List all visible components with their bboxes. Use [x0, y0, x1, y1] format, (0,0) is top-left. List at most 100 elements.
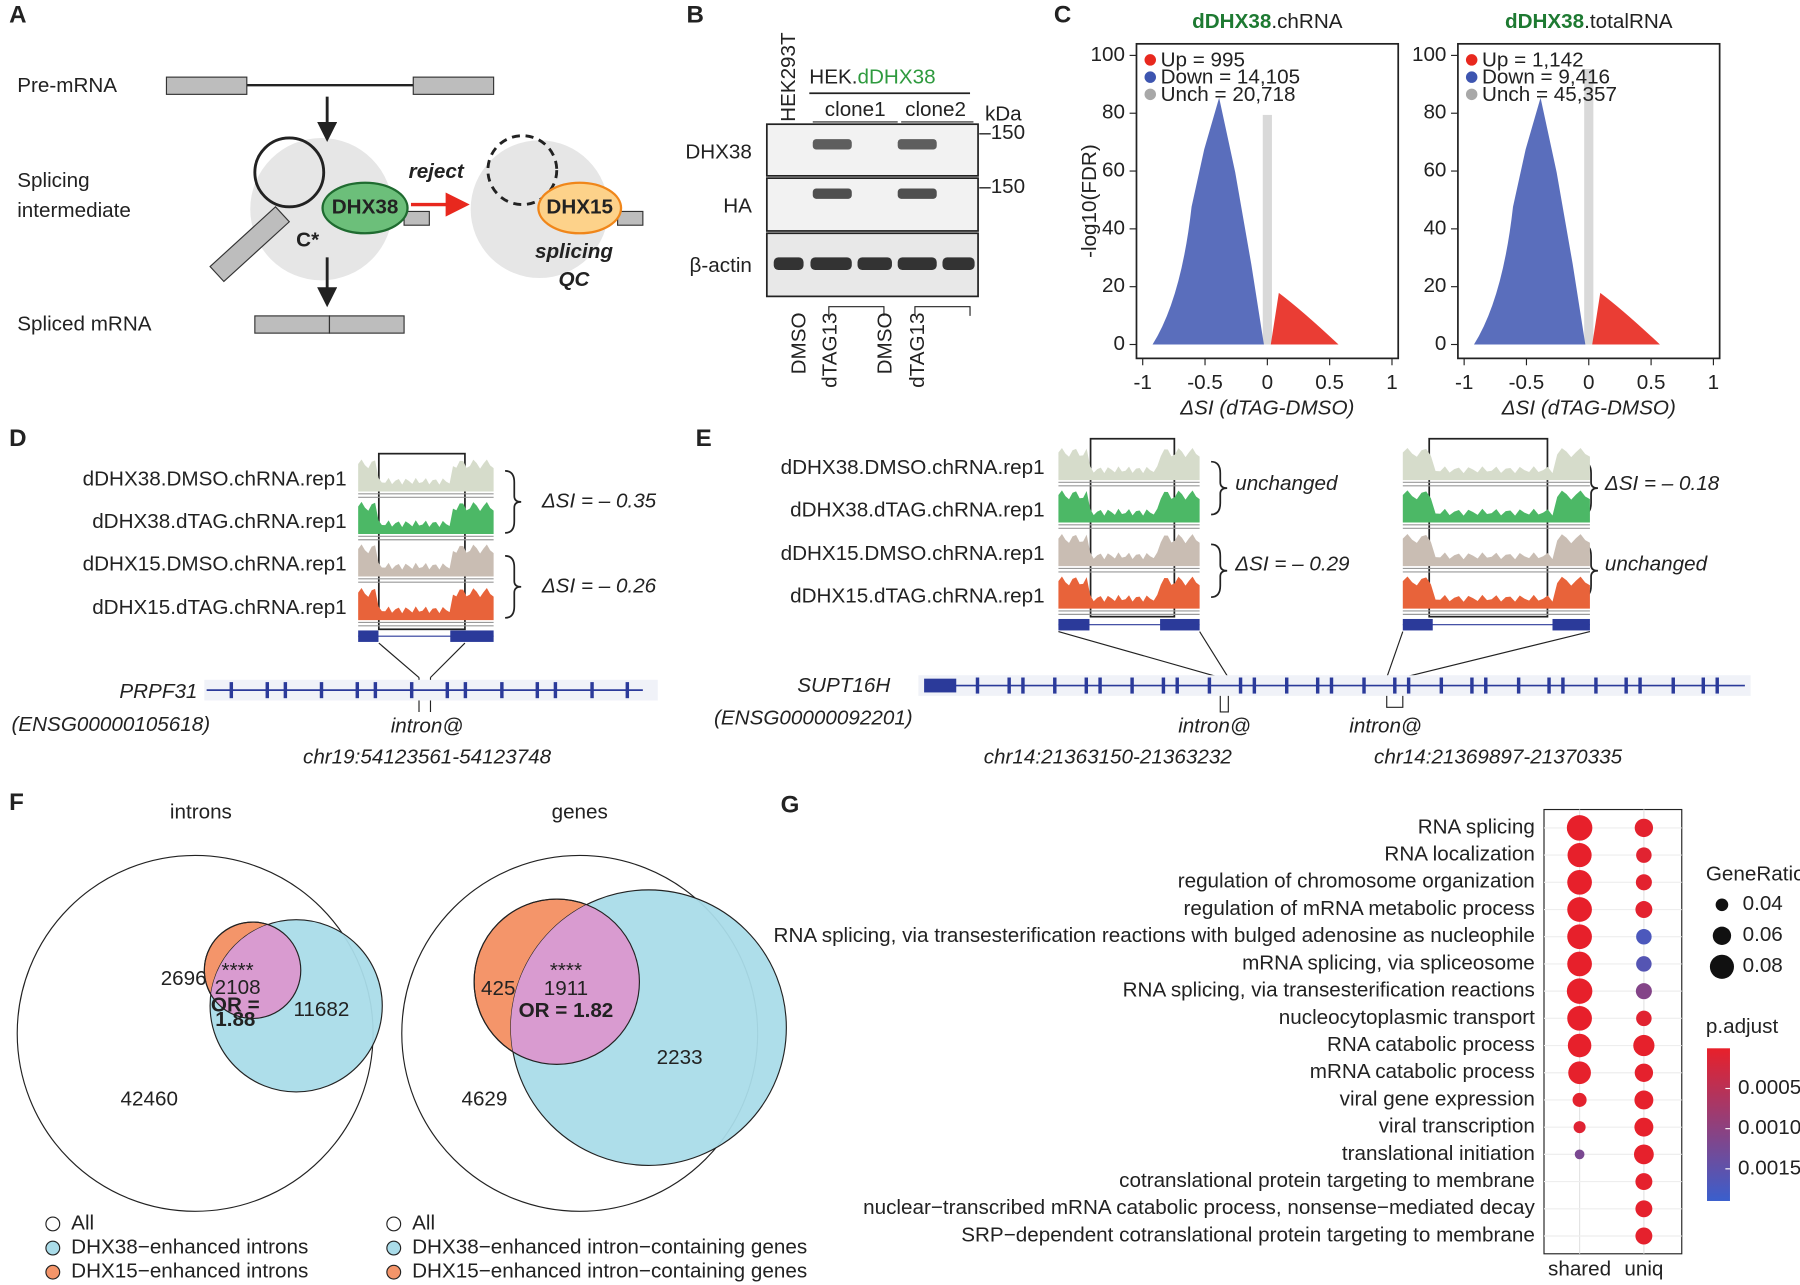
dot: [1635, 901, 1653, 918]
gene-exon: [1393, 677, 1397, 694]
exon: [617, 210, 644, 226]
legend-swatch: [45, 1240, 61, 1256]
y-tick-label: 60: [1423, 158, 1446, 181]
panel-f: F introns 2696 **** 2108 OR = 1.88 11682…: [9, 789, 807, 1282]
treatment-label: dTAG13: [906, 312, 929, 387]
gene-exon: [1715, 677, 1719, 694]
panel-d: D ΔSI = – 0.35 ΔSI = – 0.26 PRPF31 (ENSG…: [9, 425, 658, 768]
stage-label: Spliced mRNA: [17, 313, 152, 336]
legend-swatch: [1465, 54, 1478, 66]
exon: [403, 210, 430, 226]
legend-label: Unch = 45,357: [1482, 83, 1617, 106]
legend-swatch: [1465, 88, 1478, 101]
exon: [165, 76, 248, 95]
size-key-label: 0.08: [1743, 954, 1783, 977]
gene-exon: [1439, 677, 1444, 694]
colorbar-label: 0.0015: [1738, 1156, 1800, 1179]
gene-exon: [1315, 677, 1320, 694]
track-label: dDHX15.dTAG.chRNA.rep1: [790, 585, 1044, 608]
stage-label: Pre-mRNA: [17, 74, 117, 97]
title-rest: .chRNA: [1271, 11, 1342, 34]
venn-count: 1911: [544, 977, 588, 1000]
qc-label: splicing: [535, 240, 613, 263]
exon-model: [1402, 618, 1433, 631]
panel-label: E: [696, 425, 712, 452]
line-prefix: HEK.: [809, 66, 857, 89]
x-axis-label: ΔSI (dTAG-DMSO): [1501, 396, 1676, 419]
plot-title: dDHX38.totalRNA: [1505, 11, 1673, 34]
term-label: RNA localization: [1384, 843, 1534, 866]
legend-label: Down = 9,416: [1482, 66, 1610, 89]
term-label: mRNA catabolic process: [1310, 1060, 1535, 1083]
legend-swatch: [45, 1216, 61, 1232]
gene-exon: [1470, 677, 1474, 694]
dot: [1636, 1010, 1652, 1027]
size-key-label: 0.06: [1743, 923, 1783, 946]
gene-exon: [1098, 677, 1102, 694]
note: unchanged: [1235, 472, 1339, 495]
odds-ratio: 1.88: [215, 1008, 255, 1031]
spliceosome: [250, 137, 393, 281]
panel-label: D: [9, 425, 26, 452]
band: [812, 188, 852, 199]
dot: [1567, 843, 1592, 868]
dot: [1634, 1063, 1654, 1082]
coverage: [1058, 534, 1200, 567]
gene-id: (ENSG00000092201): [714, 706, 913, 729]
venn-overlap: [510, 899, 640, 1065]
coverage: [1402, 447, 1590, 481]
lariat: [253, 136, 326, 209]
term-label: RNA splicing, via transesterification re…: [774, 924, 1535, 947]
delta-si: ΔSI = – 0.26: [541, 574, 657, 597]
dot: [1567, 1033, 1592, 1058]
dot: [1634, 1117, 1654, 1137]
cell-line: HEK.dDHX38: [809, 66, 935, 89]
note: ΔSI = – 0.29: [1234, 552, 1350, 575]
coverage: [358, 588, 494, 621]
venn-count: 2696: [161, 967, 207, 990]
legend-label: Up = 1,142: [1482, 49, 1584, 72]
gene-exon: [373, 682, 378, 699]
panel-label: C: [1054, 2, 1071, 29]
unchanged-cloud: [1262, 114, 1272, 345]
gene-exon: [355, 682, 360, 699]
blot: [765, 177, 979, 232]
x-tick-label: 0.5: [1637, 371, 1666, 394]
bracket: [828, 306, 971, 316]
marker-label: –150: [979, 175, 1025, 198]
x-tick-label: uniq: [1624, 1257, 1663, 1280]
gene-exon: [409, 682, 414, 699]
dot: [1567, 897, 1592, 922]
panel-e: E unchanged ΔSI = – 0.29 ΔSI = – 0.18 un…: [696, 425, 1751, 768]
blot: [765, 123, 979, 177]
panel-g: G RNA splicing RNA localization regulation…: [774, 791, 1800, 1280]
plot-frame: [1543, 808, 1683, 1255]
gene-exon: [1130, 677, 1134, 694]
legend-label: Down = 14,105: [1161, 66, 1301, 89]
gene-exon: [590, 682, 594, 699]
gene-exon: [283, 682, 288, 699]
venn-count: 42460: [121, 1087, 178, 1110]
panel-label: B: [686, 2, 703, 29]
x-tick-label: shared: [1548, 1257, 1611, 1280]
down-cloud: [1152, 97, 1264, 345]
y-tick-label: 20: [1102, 274, 1125, 297]
y-tick-label: 0: [1114, 332, 1125, 355]
band: [812, 139, 852, 150]
gene-exon: [1284, 677, 1289, 694]
dot: [1634, 1090, 1654, 1110]
legend-label: Up = 995: [1161, 49, 1245, 72]
dot: [1567, 924, 1592, 950]
band: [773, 257, 804, 270]
legend-label: All: [71, 1211, 94, 1234]
gene-exon: [1406, 677, 1411, 694]
delta-si: ΔSI = – 0.35: [541, 489, 657, 512]
legend-swatch: [45, 1264, 61, 1280]
odds-ratio: OR =: [211, 993, 260, 1016]
dot: [1635, 874, 1652, 891]
intron-box: [377, 452, 466, 631]
y-tick-label: 60: [1102, 158, 1125, 181]
gene-name: SUPT16H: [797, 674, 890, 697]
y-tick-label: 0: [1435, 332, 1447, 355]
exon-model: [1058, 618, 1090, 631]
